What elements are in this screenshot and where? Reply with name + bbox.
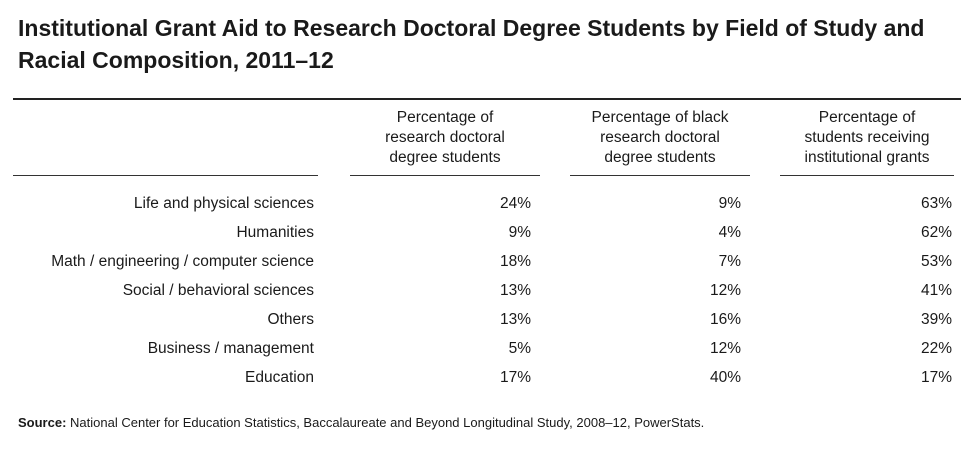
top-rule [13,98,961,100]
table-cell: 4% [718,224,741,241]
row-label: Social / behavioral sciences [122,282,314,299]
table-cell: 24% [499,195,531,212]
table-cell: 39% [920,311,952,328]
table-cell: 9% [508,224,531,241]
col-header-rule [570,175,750,176]
row-label: Business / management [147,340,314,357]
table-cell: 5% [508,340,531,357]
source-note: Source: National Center for Education St… [18,414,704,432]
col-header-line: Percentage of [818,109,916,126]
row-label: Education [245,369,314,386]
col-header-share-grants: Percentage of students receiving instituti… [780,108,954,168]
col-header-line: institutional grants [804,149,930,166]
row-label: Humanities [236,224,314,241]
source-text: National Center for Education Statistics… [70,415,705,430]
table-cell: 40% [709,369,741,386]
table-cell: 41% [920,282,952,299]
label-column-rule [13,175,318,176]
col-header-line: degree students [389,149,501,166]
table-cell: 12% [709,340,741,357]
table-cell: 22% [920,340,952,357]
table-cell: 12% [709,282,741,299]
table-cell: 17% [920,369,952,386]
col-header-line: Percentage of black [591,109,729,126]
row-label: Life and physical sciences [133,195,314,212]
table-cell: 7% [718,253,741,270]
col-header-line: Percentage of [396,109,494,126]
col-header-line: students receiving [804,129,930,146]
row-label: Others [267,311,314,328]
col-header-rule [780,175,954,176]
table-cell: 13% [499,311,531,328]
table-cell: 9% [718,195,741,212]
table-cell: 16% [709,311,741,328]
col-header-line: research doctoral [385,129,505,146]
col-header-rule [350,175,540,176]
col-header-line: research doctoral [600,129,720,146]
table-cell: 18% [499,253,531,270]
row-label: Math / engineering / computer science [51,253,314,270]
source-label: Source: [18,415,67,430]
table-cell: 17% [499,369,531,386]
table-cell: 53% [920,253,952,270]
col-header-share-students: Percentage of research doctoral degree stu… [350,108,540,168]
chart-title: Institutional Grant Aid to Research Doct… [18,15,925,73]
table-cell: 63% [920,195,952,212]
col-header-line: degree students [604,149,716,166]
col-header-share-black-students: Percentage of black research doctoral degr… [570,108,750,168]
table-cell: 62% [920,224,952,241]
table-cell: 13% [499,282,531,299]
